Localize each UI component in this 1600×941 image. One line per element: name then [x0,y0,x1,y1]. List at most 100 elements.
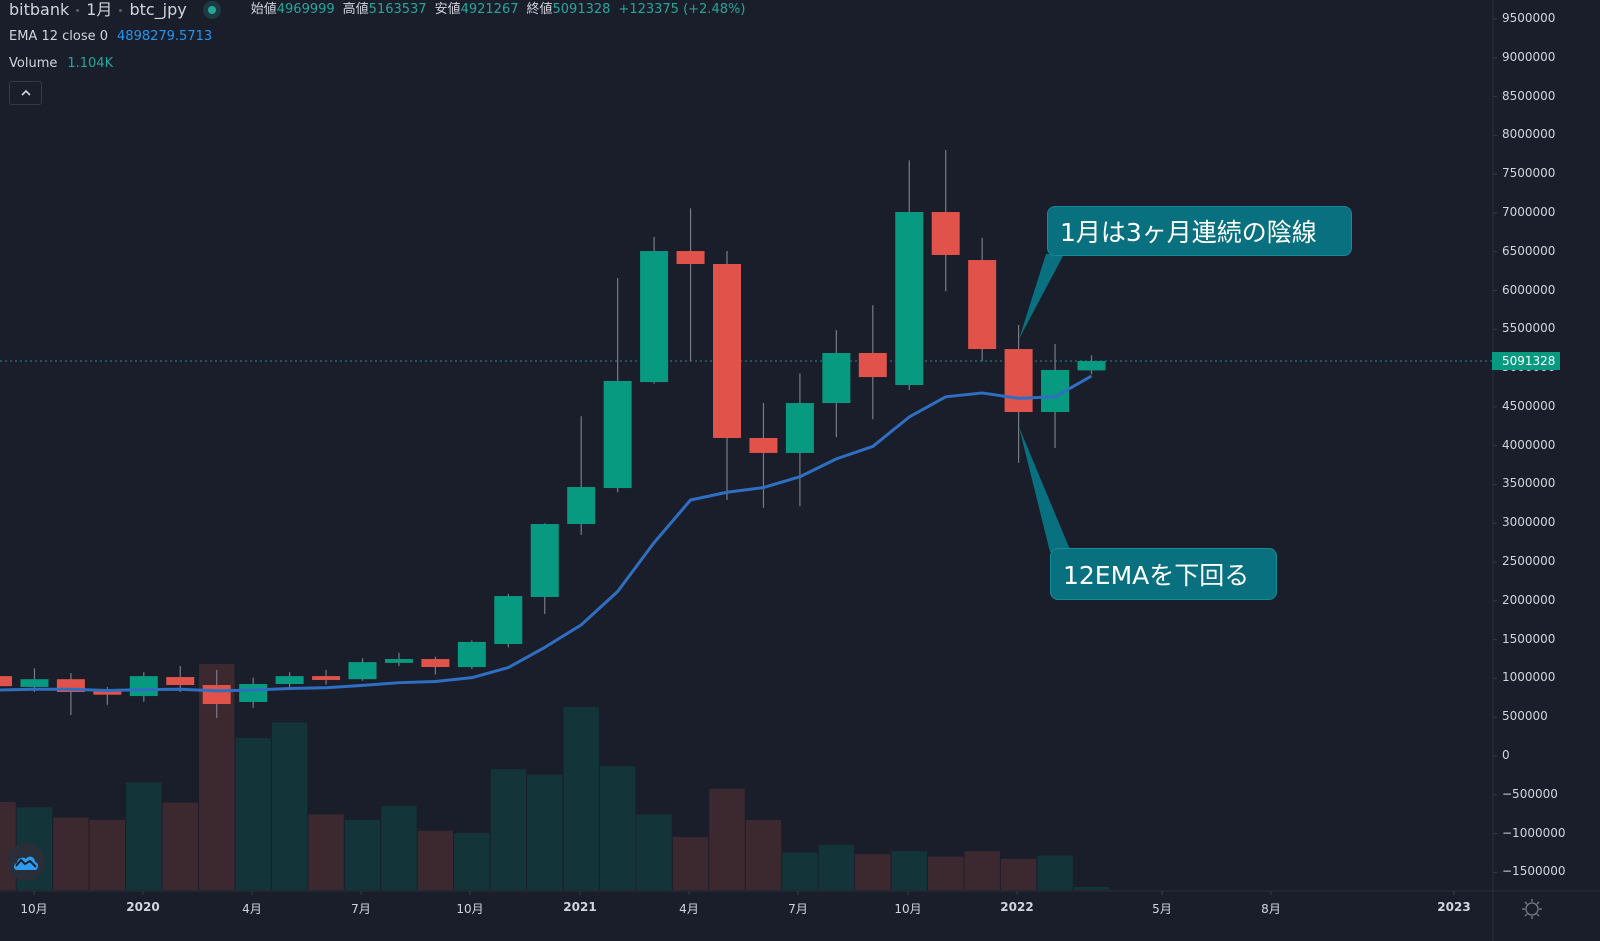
candle[interactable] [239,677,268,708]
candle[interactable] [457,640,486,670]
ema-label: EMA 12 close 0 [9,29,109,44]
volume-legend[interactable]: Volume 1.104K [9,54,745,74]
price-axis-label: 3500000 [1502,476,1556,491]
candle[interactable] [1077,355,1106,375]
volume-bar [891,851,927,890]
volume-bar [709,788,745,890]
price-axis-label: 7000000 [1502,204,1556,219]
volume-bar [344,819,381,890]
volume-bar [672,837,709,890]
candle-body [275,676,304,685]
volume-bar [636,814,672,890]
candle[interactable] [421,656,450,675]
volume-bar [927,856,964,890]
candle-body [640,251,669,383]
volume-bar [599,766,636,890]
volume-bar [271,722,308,890]
candle-body [603,380,632,489]
ema-line [0,374,1093,693]
volume-bar [1037,855,1073,890]
symbol-name[interactable]: btc_jpy [129,0,187,19]
change-value: +123375 (+2.48%) [618,2,746,17]
time-axis-label: 2023 [1437,900,1471,914]
candle-body [968,260,997,350]
collapse-legend-button[interactable] [9,81,42,105]
time-axis-label: 8月 [1261,902,1281,916]
candle[interactable] [822,330,851,438]
candle[interactable] [785,373,814,507]
exchange-name[interactable]: bitbank [9,0,70,19]
time-axis-ticks [33,891,1455,895]
candle[interactable] [56,672,85,715]
price-axis-label: 500000 [1502,709,1548,724]
price-axis-label: 4000000 [1502,437,1556,452]
price-axis-label: 9000000 [1502,49,1556,64]
price-axis-label: 9500000 [1502,11,1556,25]
candle[interactable] [931,150,960,292]
annotation-consecutive-bearish[interactable]: 1月は3ヶ月連続の陰線 [1047,206,1352,256]
volume-bar [454,833,490,890]
candle[interactable] [640,236,669,384]
candle[interactable] [713,250,741,500]
candle[interactable] [676,208,705,362]
candle-body [931,212,960,255]
annotation-below-ema[interactable]: 12EMAを下回る [1050,548,1277,600]
price-axis-ticks [1493,18,1497,873]
candle[interactable] [275,672,304,688]
price-axis-label: −1000000 [1502,825,1566,840]
volume-label: Volume [9,56,58,71]
symbol-row: bitbank 1月 btc_jpy 始値 4969999 高値 5163537 安… [9,0,745,20]
volume-bar [745,819,782,890]
volume-bar [964,851,1000,890]
candle[interactable] [858,305,887,420]
last-price-tag: 5091328 [1492,352,1560,371]
candle-body [166,677,195,686]
time-axis-label: 2022 [1000,900,1034,914]
volume-bar [782,852,818,890]
price-axis-label: 1500000 [1502,631,1556,646]
price-axis-label: 8500000 [1502,88,1556,103]
callout-tail-bottom [1019,427,1071,552]
candle[interactable] [968,237,997,362]
chevron-up-icon [20,90,31,96]
ema-legend[interactable]: EMA 12 close 0 4898279.5713 [9,27,745,47]
candle[interactable] [129,672,158,702]
candle[interactable] [494,593,523,648]
open-label: 始値 [250,2,277,17]
candle[interactable] [1004,325,1033,463]
time-axis-label: 7月 [351,902,371,916]
candle[interactable] [384,652,413,667]
candle-body [785,403,814,453]
volume-bar [308,814,344,890]
chart-settings-button[interactable] [1520,897,1544,921]
candle[interactable] [166,666,195,692]
candle[interactable] [749,403,778,508]
candle[interactable] [348,658,377,681]
candle-body [530,524,559,597]
volume-bar [855,854,891,890]
interval-label[interactable]: 1月 [86,0,113,19]
volume-bars [0,664,1110,890]
candle-body [713,263,741,439]
price-axis-label: 0 [1502,748,1510,762]
candle[interactable] [895,160,924,390]
price-axis-label: 4500000 [1502,398,1556,413]
price-axis-label: 6000000 [1502,282,1556,297]
time-axis-label: 4月 [679,902,699,916]
candle[interactable] [603,278,632,493]
annotation-text: 12EMAを下回る [1063,561,1250,590]
candle-body [1004,349,1033,413]
candle[interactable] [312,669,341,685]
candle-body [457,641,486,668]
candle-body [0,676,12,687]
tradingview-logo[interactable] [7,843,45,881]
price-axis-label: 5500000 [1502,321,1556,336]
candle[interactable] [530,523,559,615]
candle[interactable] [567,416,596,535]
candle-body [494,596,523,644]
volume-bar [818,844,855,890]
volume-bar [1000,858,1037,890]
candle-body [20,679,49,687]
candle[interactable] [0,671,12,688]
